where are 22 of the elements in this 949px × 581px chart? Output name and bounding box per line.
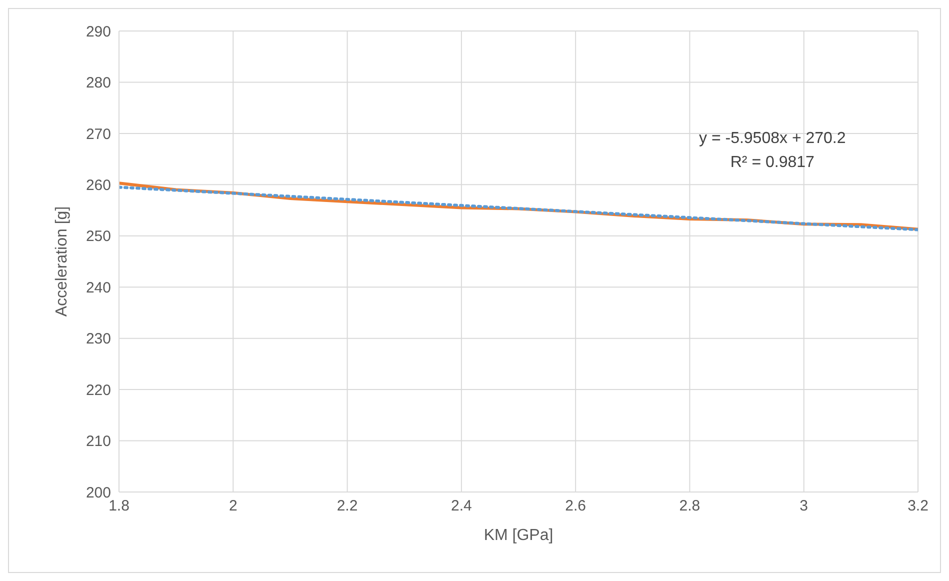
x-tick-label: 2.2 xyxy=(336,498,358,515)
x-tick-label: 3.2 xyxy=(908,498,928,515)
x-tick-label: 1.8 xyxy=(108,498,130,515)
x-axis-title: KM [GPa] xyxy=(484,527,554,544)
y-tick-label: 220 xyxy=(86,382,111,399)
y-tick-label: 210 xyxy=(86,433,111,450)
annotation: y = -5.9508x + 270.2 xyxy=(699,129,846,149)
x-tick-label: 2.4 xyxy=(451,498,472,515)
y-tick-label: 200 xyxy=(86,484,111,502)
y-tick-label: 260 xyxy=(86,176,111,194)
x-tick-label: 3 xyxy=(800,498,808,515)
x-tick-label: 2 xyxy=(228,498,238,515)
y-tick-label: 280 xyxy=(86,74,111,92)
y-tick-label: 230 xyxy=(86,330,111,348)
y-axis-title: Acceleration [g] xyxy=(54,206,71,317)
y-tick-label: 240 xyxy=(86,279,111,296)
x-tick-label: 2.8 xyxy=(679,498,700,515)
y-tick-label: 290 xyxy=(86,23,111,40)
y-tick-label: 250 xyxy=(86,228,111,246)
x-tick-label: 2.6 xyxy=(565,498,586,515)
y-tick-label: 270 xyxy=(86,126,111,143)
annotation: R² = 0.9817 xyxy=(729,153,816,173)
